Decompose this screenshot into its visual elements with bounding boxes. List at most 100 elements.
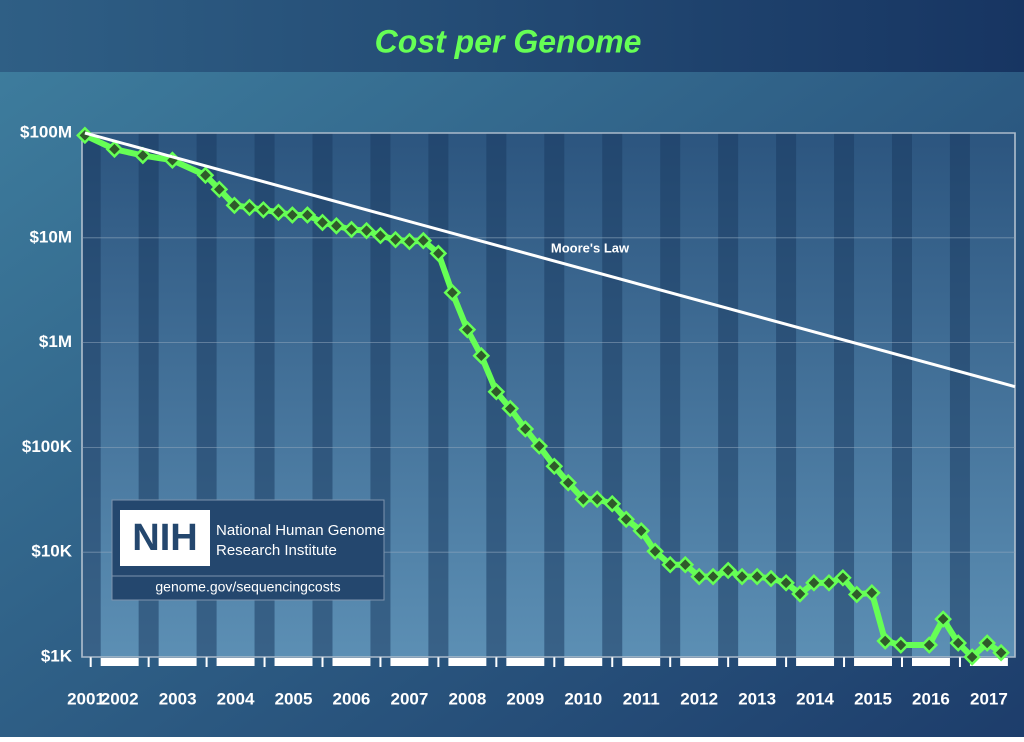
data-point [501,399,520,418]
data-point [834,568,852,587]
x-tick-label: 2011 [623,689,660,708]
data-point [472,346,491,365]
year-segment [854,658,892,666]
data-point [847,585,866,604]
year-segment [100,658,139,666]
year-stripe [544,133,565,657]
year-segment [911,658,950,666]
data-point [210,180,229,199]
data-point [240,198,259,217]
data-point [676,555,695,574]
data-point [876,632,895,650]
trend-label: Moore's Law [551,240,630,255]
data-point [820,574,838,592]
x-tick-label: 2010 [564,689,602,708]
year-segment [680,658,719,666]
data-point [603,494,622,513]
data-point [269,203,288,222]
year-segment [158,658,197,666]
year-segment [274,658,313,666]
x-tick-label: 2016 [912,689,950,708]
y-tick-label: $100K [22,437,73,456]
data-point [748,567,766,586]
year-stripe [834,133,855,657]
data-point [386,230,405,249]
year-stripe [82,133,101,657]
data-point [254,200,273,219]
y-tick-label: $1M [39,332,72,351]
data-point [414,231,433,250]
data-point [357,221,376,240]
data-point [719,561,737,580]
data-point [196,166,215,185]
logo-line: Research Institute [216,542,337,559]
data-point [487,382,506,401]
data-point [283,206,302,224]
y-tick-label: $10M [29,227,72,246]
data-point [920,636,939,654]
title-band [0,0,1024,72]
x-tick-label: 2015 [854,689,892,708]
data-point [934,610,952,628]
data-point [992,643,1010,662]
x-tick-label: 2014 [796,689,834,708]
year-segment [622,658,661,666]
data-point [342,220,361,239]
year-stripe [428,133,449,657]
year-segment [448,658,487,666]
x-tick-label: 2003 [159,689,197,708]
data-point [458,320,477,339]
data-point [791,585,809,603]
y-tick-label: $10K [31,542,72,561]
x-tick-label: 2006 [333,689,371,708]
data-point [733,567,751,586]
year-segment [332,658,371,666]
x-tick-label: 2004 [217,689,255,708]
data-point [704,567,722,586]
data-point [891,636,910,654]
data-point [429,244,448,263]
data-point [327,217,346,235]
data-point [298,206,317,224]
data-point [690,567,709,586]
year-stripe [602,133,623,657]
data-point [559,473,578,492]
x-tick-label: 2008 [448,689,486,708]
year-segment [564,658,603,666]
x-tick-label: 2005 [275,689,313,708]
x-tick-label: 2012 [680,689,718,708]
year-segment [796,658,835,666]
data-point [313,213,332,232]
data-point [963,648,981,666]
data-point [646,542,664,561]
year-stripe [949,133,970,657]
logo-mark-box [120,510,210,566]
data-point [134,146,152,165]
data-point [530,437,549,455]
trend-line [84,131,1016,389]
data-point [516,420,535,438]
x-tick-label: 2002 [101,689,139,708]
data-point [105,140,124,159]
data-point [76,126,94,145]
data-point [978,634,997,652]
y-tick-label: $1K [41,646,73,665]
data-point [805,574,823,592]
chart-title: Cost per Genome [375,23,642,59]
data-point [777,574,795,592]
year-segment [969,658,1008,666]
logo-mark: NIH [132,517,197,559]
year-stripe [891,133,912,657]
data-point [545,457,564,476]
data-point [225,196,244,215]
data-point [661,555,680,574]
logo-line: National Human Genome [216,522,385,539]
y-tick-label: $100M [20,122,72,141]
logo: NIH National Human Genome Research Insti… [111,499,385,601]
x-tick-label: 2017 [970,689,1008,708]
year-segment [390,658,429,666]
year-stripe [660,133,681,657]
year-segment [506,658,545,666]
